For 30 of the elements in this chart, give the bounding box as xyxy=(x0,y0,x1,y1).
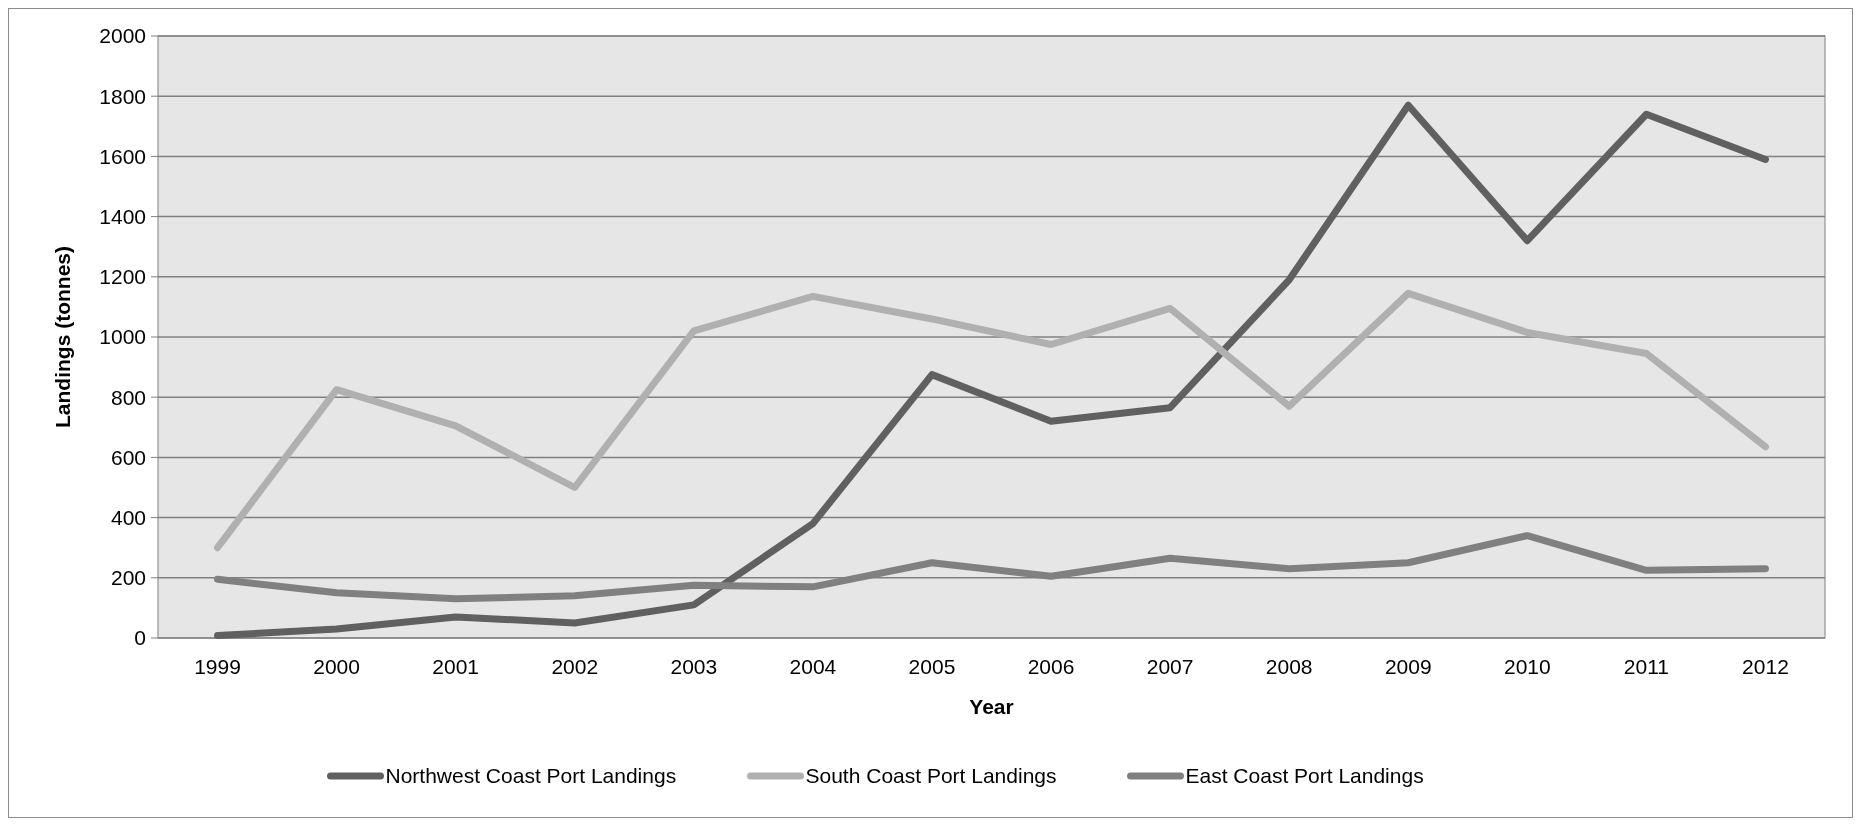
x-tick-label: 2000 xyxy=(313,655,360,678)
x-tick-label: 2007 xyxy=(1146,655,1194,678)
x-tick-label: 2006 xyxy=(1027,655,1075,678)
y-axis-title: Landings (tonnes) xyxy=(51,246,74,428)
x-tick-label: 2004 xyxy=(789,655,837,678)
x-tick-label: 1999 xyxy=(194,655,241,678)
y-tick-label: 1600 xyxy=(99,144,146,168)
x-tick-label: 2005 xyxy=(908,655,956,678)
y-tick-label: 800 xyxy=(110,385,146,409)
y-tick-label: 200 xyxy=(110,566,146,590)
x-tick-label: 2010 xyxy=(1503,655,1551,678)
x-tick-label: 2003 xyxy=(670,655,718,678)
legend-label: Northwest Coast Port Landings xyxy=(385,764,677,788)
x-tick-label: 2001 xyxy=(432,655,480,678)
y-tick-label: 1400 xyxy=(99,204,146,228)
x-tick-label: 2011 xyxy=(1623,655,1669,678)
y-tick-label: 1000 xyxy=(99,325,146,349)
x-tick-label: 2012 xyxy=(1742,655,1789,678)
x-tick-label: 2008 xyxy=(1265,655,1313,678)
y-tick-label: 1200 xyxy=(99,265,146,289)
y-tick-label: 1800 xyxy=(99,84,146,108)
y-tick-label: 0 xyxy=(134,626,146,650)
y-tick-label: 2000 xyxy=(99,24,146,48)
y-tick-label: 600 xyxy=(110,445,146,469)
legend-label: East Coast Port Landings xyxy=(1185,764,1424,788)
x-tick-label: 2009 xyxy=(1384,655,1432,678)
x-axis-title: Year xyxy=(969,695,1014,718)
legend-label: South Coast Port Landings xyxy=(805,764,1057,788)
x-tick-label: 2002 xyxy=(551,655,599,678)
y-tick-label: 400 xyxy=(110,505,146,529)
